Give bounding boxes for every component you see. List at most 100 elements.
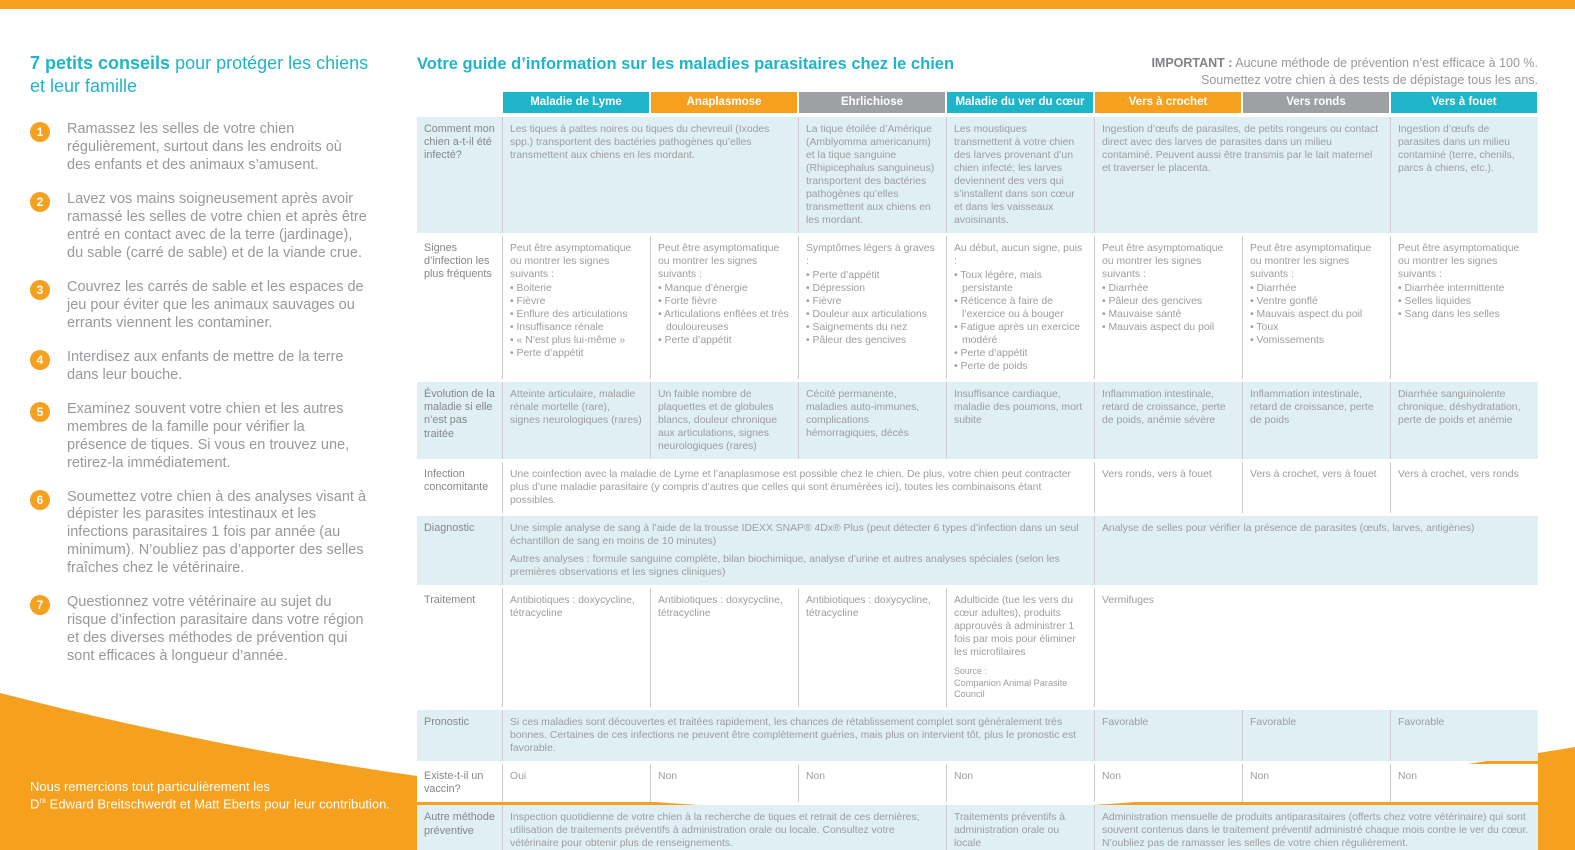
table-cell: Ingestion d’œufs de parasites, de petits… xyxy=(1094,117,1390,233)
symptom-item: « N’est plus lui-même » xyxy=(510,334,642,347)
tip-number-badge: 1 xyxy=(30,122,50,142)
symptom-list: Perte d’appétitDépressionFièvreDouleur a… xyxy=(806,269,938,347)
table-row-diagnostic: Diagnostic Une simple analyse de sang à … xyxy=(417,516,1538,585)
row-label: Infection concomitante xyxy=(424,468,489,494)
table-cell: Inspection quotidienne de votre chien à … xyxy=(502,805,946,850)
column-header-lyme: Maladie de Lyme xyxy=(502,92,650,113)
symptom-item: Diarrhée intermittente xyxy=(1398,282,1530,295)
table-cell: Un faible nombre de plaquettes et de glo… xyxy=(650,382,798,459)
table-row-infection-source: Comment mon chien a-t-il été infecté? Le… xyxy=(417,117,1538,233)
table-cell: Au début, aucun signe, puis : Toux légèr… xyxy=(946,236,1094,379)
tip-number-badge: 7 xyxy=(30,595,50,616)
symptom-item: Boiterie xyxy=(510,282,642,295)
symptom-item: Diarrhée xyxy=(1102,282,1234,295)
symptom-item: Fatigue après un exercice modéré xyxy=(954,321,1086,347)
parasite-table: Maladie de Lyme Anaplasmose Ehrlichiose … xyxy=(417,92,1538,850)
row-label: Pronostic xyxy=(424,715,470,728)
symptom-item: Dépression xyxy=(806,282,938,295)
footer-line1: Nous remercions tout particulièrement le… xyxy=(30,779,270,794)
table-cell: Non xyxy=(1390,763,1538,803)
tip-number-badge: 5 xyxy=(30,401,50,422)
cell-intro: Peut être asymptomatique ou montrer les … xyxy=(1102,243,1224,280)
tip-item: 6 Soumettez votre chien à des analyses v… xyxy=(30,489,380,579)
table-cell: Symptômes légers à graves : Perte d’appé… xyxy=(798,236,946,379)
cell-intro: Peut être asymptomatique ou montrer les … xyxy=(1250,243,1372,280)
symptom-item: Réticence à faire de l’exercice ou à bou… xyxy=(954,295,1086,321)
tip-item: 1 Ramassez les selles de votre chien rég… xyxy=(30,121,380,175)
table-cell: Une coinfection avec la maladie de Lyme … xyxy=(502,462,1094,513)
table-cell: Ingestion d’œufs de parasites dans un mi… xyxy=(1390,117,1538,233)
table-cell: Si ces maladies sont découvertes et trai… xyxy=(502,709,1094,761)
header-spacer xyxy=(417,92,502,113)
important-label: IMPORTANT : xyxy=(1151,56,1233,70)
tips-title-bold: 7 petits conseils xyxy=(30,53,171,73)
tip-text: Ramassez les selles de votre chien régul… xyxy=(67,121,342,173)
tips-title-rest: pour protéger les chiens xyxy=(170,53,369,73)
column-header-ver-du-coeur: Maladie du ver du cœur xyxy=(946,92,1094,113)
symptom-item: Saignements du nez xyxy=(806,321,938,334)
table-cell: Favorable xyxy=(1390,709,1538,761)
table-cell: Antibiotiques : doxycycline, tétracyclin… xyxy=(502,588,650,707)
column-header-vers-a-fouet: Vers à fouet xyxy=(1390,92,1538,113)
tip-text: Lavez vos mains soigneusement après avoi… xyxy=(67,190,367,261)
table-cell: Peut être asymptomatique ou montrer les … xyxy=(1390,236,1538,379)
acknowledgement-text: Nous remercions tout particulièrement le… xyxy=(30,779,390,813)
symptom-item: Pâleur des gencives xyxy=(1102,295,1234,308)
table-cell: Antibiotiques : doxycycline, tétracyclin… xyxy=(650,588,798,707)
column-header-vers-ronds: Vers ronds xyxy=(1242,92,1390,113)
symptom-item: Insuffisance rénale xyxy=(510,321,642,334)
row-label: Évolution de la maladie si elle n’est pa… xyxy=(424,388,495,440)
tip-text: Questionnez votre vétérinaire au sujet d… xyxy=(67,594,364,665)
symptom-list: Diarrhée intermittenteSelles liquidesSan… xyxy=(1398,282,1530,321)
symptom-item: Enflure des articulations xyxy=(510,308,642,321)
table-cell: Traitements préventifs à administration … xyxy=(946,805,1094,850)
tips-title-line2: et leur famille xyxy=(30,75,138,96)
table-cell: Non xyxy=(1242,763,1390,803)
table-cell: Peut être asymptomatique ou montrer les … xyxy=(1094,236,1242,379)
tip-item: 3 Couvrez les carrés de sable et les esp… xyxy=(30,279,380,333)
symptom-item: Fièvre xyxy=(510,295,642,308)
symptom-item: Diarrhée xyxy=(1250,282,1382,295)
table-cell: Peut être asymptomatique ou montrer les … xyxy=(1242,236,1390,379)
table-cell: Peut être asymptomatique ou montrer les … xyxy=(502,236,650,379)
cell-intro: Peut être asymptomatique ou montrer les … xyxy=(658,243,780,280)
table-cell: Non xyxy=(946,763,1094,803)
table-cell: Non xyxy=(1094,763,1242,803)
symptom-item: Fièvre xyxy=(806,295,938,308)
column-header-ehrlichiose: Ehrlichiose xyxy=(798,92,946,113)
tip-text: Soumettez votre chien à des analyses vis… xyxy=(67,488,367,577)
table-header-row: Maladie de Lyme Anaplasmose Ehrlichiose … xyxy=(417,92,1538,113)
tip-number-badge: 4 xyxy=(30,349,50,370)
table-cell: Vermifuges xyxy=(1094,588,1538,707)
table-cell: Diarrhée sanguinolente chronique, déshyd… xyxy=(1390,382,1538,459)
table-cell: Favorable xyxy=(1094,709,1242,761)
tip-item: 2 Lavez vos mains soigneusement après av… xyxy=(30,191,380,263)
table-cell: Vers ronds, vers à fouet xyxy=(1094,462,1242,513)
symptom-item: Selles liquides xyxy=(1398,295,1530,308)
table-cell: Analyse de selles pour vérifier la prése… xyxy=(1094,516,1538,585)
table-cell: Oui xyxy=(502,763,650,803)
row-label: Traitement xyxy=(424,594,476,606)
symptom-item: Perte de poids xyxy=(954,360,1086,373)
table-row-vaccine: Existe-t-il un vaccin? Oui Non Non Non N… xyxy=(417,763,1538,803)
important-note: IMPORTANT : Aucune méthode de prévention… xyxy=(1068,55,1538,89)
symptom-item: Ventre gonflé xyxy=(1250,295,1382,308)
top-orange-bar xyxy=(0,0,1575,9)
row-label: Comment mon chien a-t-il été infecté? xyxy=(424,123,495,162)
table-cell: Non xyxy=(798,763,946,803)
symptom-item: Mauvais aspect du poil xyxy=(1250,308,1382,321)
symptom-item: Manque d’énergie xyxy=(658,282,790,295)
source-text: Companion Animal Parasite Council xyxy=(954,677,1068,700)
symptom-list: BoiterieFièvreEnflure des articulationsI… xyxy=(510,282,642,360)
cell-paragraph: Autres analyses : formule sanguine compl… xyxy=(510,554,1060,578)
table-row-prevention: Autre méthode préventive Inspection quot… xyxy=(417,805,1538,850)
cell-intro: Symptômes légers à graves : xyxy=(806,243,935,267)
symptom-item: Toux xyxy=(1250,321,1382,334)
table-cell: Cécité permanente, maladies auto-immunes… xyxy=(798,382,946,459)
symptom-item: Perte d’appétit xyxy=(806,269,938,282)
symptom-item: Mauvaise santé xyxy=(1102,308,1234,321)
symptom-item: Perte d’appétit xyxy=(658,334,790,347)
table-cell: Adulticide (tue les vers du cœur adultes… xyxy=(946,588,1094,707)
tip-item: 7 Questionnez votre vétérinaire au sujet… xyxy=(30,594,380,666)
